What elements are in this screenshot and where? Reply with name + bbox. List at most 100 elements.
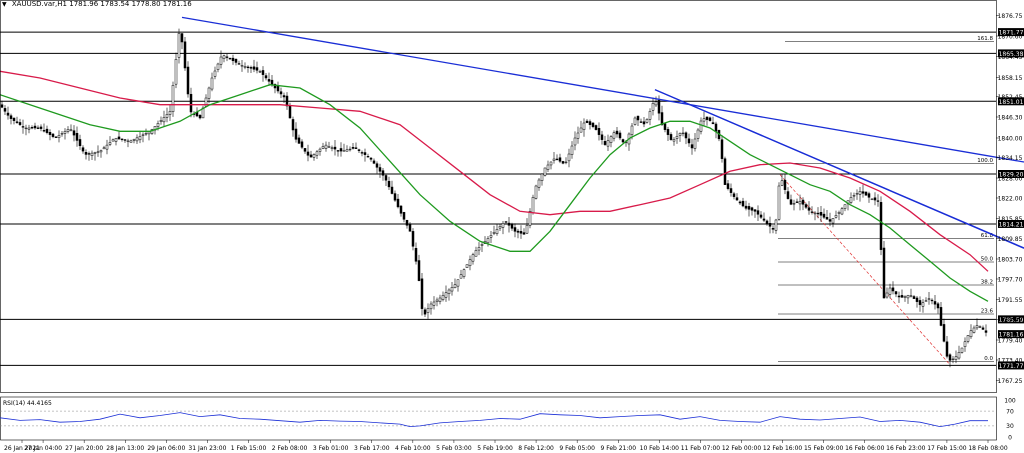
time-label: 16 Feb 23:00 xyxy=(886,445,926,452)
candle-bull xyxy=(318,148,322,152)
candle-bull xyxy=(645,119,649,123)
candle-bear xyxy=(366,156,370,158)
candle-bear xyxy=(351,147,355,149)
candle-bear xyxy=(771,228,775,230)
candle-bear xyxy=(513,227,517,232)
candle-bull xyxy=(957,352,961,359)
candle-bull xyxy=(852,195,856,197)
candle-bull xyxy=(702,118,706,122)
candle-bear xyxy=(930,299,934,302)
candle-bull xyxy=(315,151,319,156)
level-label: 1851.01 xyxy=(999,99,1024,106)
candle-bull xyxy=(576,132,580,139)
candle-bull xyxy=(609,136,613,143)
candle-bull xyxy=(840,208,844,215)
candle-bull xyxy=(534,185,538,199)
candle-bear xyxy=(810,211,814,213)
candle-bear xyxy=(594,125,598,130)
candle-bull xyxy=(426,308,430,313)
candle-bear xyxy=(618,132,622,139)
candle-bear xyxy=(510,224,514,229)
candle-bull xyxy=(429,303,433,310)
candle-bear xyxy=(555,158,559,161)
candle-bear xyxy=(942,324,946,342)
candle-bull xyxy=(567,153,571,162)
candle-bull xyxy=(906,295,910,299)
candle-bear xyxy=(339,148,343,152)
candle-bear xyxy=(663,123,667,130)
time-label: 18 Feb 08:00 xyxy=(968,445,1008,452)
candle-bear xyxy=(33,125,37,129)
candle-bear xyxy=(621,139,625,143)
candle-bear xyxy=(381,170,385,176)
candle-bull xyxy=(474,250,478,257)
price-tick-label: 1840.00 xyxy=(998,135,1023,142)
candle-bull xyxy=(921,302,925,307)
level-label-box xyxy=(998,219,1024,228)
candle-bull xyxy=(453,284,457,288)
candle-bear xyxy=(786,191,790,199)
candle-bear xyxy=(504,221,508,223)
candle-bear xyxy=(945,341,949,357)
candle-bull xyxy=(141,134,145,136)
candle-bear xyxy=(72,130,76,136)
candle-bull xyxy=(114,137,118,142)
candle-bear xyxy=(384,175,388,181)
candle-bull xyxy=(975,325,979,329)
ma-green-line xyxy=(0,84,989,302)
candle-bear xyxy=(768,223,772,227)
price-tick-label: 1803.70 xyxy=(998,256,1023,263)
candle-bull xyxy=(858,191,862,195)
candle-bull xyxy=(774,219,778,231)
level-label: 1865.38 xyxy=(999,51,1024,58)
candle-bear xyxy=(372,160,376,164)
candle-bear xyxy=(816,212,820,215)
candle-bull xyxy=(450,287,454,292)
ohlc-values: 1781.96 1783.54 1778.80 1781.16 xyxy=(69,0,192,8)
candle-bear xyxy=(21,126,25,128)
fib-anchor-dashed-line xyxy=(779,174,951,365)
plot-frame xyxy=(0,0,997,393)
candle-bull xyxy=(96,151,100,153)
candle-bull xyxy=(870,198,874,200)
candle-bull xyxy=(579,127,583,133)
candle-bull xyxy=(210,77,214,90)
candle-bull xyxy=(471,254,475,262)
price-tick-label: 1791.55 xyxy=(998,297,1023,304)
candle-bear xyxy=(801,199,805,205)
candle-bear xyxy=(561,161,565,164)
candle-bear xyxy=(270,79,274,85)
candle-bear xyxy=(354,147,358,149)
candle-bear xyxy=(261,70,265,75)
collapse-triangle-icon[interactable]: ▼ xyxy=(2,1,7,8)
candle-bear xyxy=(819,212,823,216)
candle-bull xyxy=(672,139,676,142)
candle-bear xyxy=(408,224,412,232)
candle-bear xyxy=(51,133,55,137)
candle-bear xyxy=(420,278,424,309)
candle-bear xyxy=(660,112,664,125)
level-label: 1871.77 xyxy=(999,30,1024,37)
candle-bull xyxy=(456,279,460,287)
rsi-line xyxy=(0,412,988,428)
candle-bear xyxy=(867,193,871,198)
candle-bear xyxy=(711,122,715,125)
candle-bull xyxy=(108,142,112,145)
candle-bear xyxy=(894,291,898,295)
candle-bear xyxy=(387,180,391,188)
candle-bear xyxy=(708,117,712,121)
candle-bear xyxy=(336,150,340,152)
candle-bear xyxy=(666,129,670,135)
candle-bull xyxy=(495,229,499,234)
rsi-label: RSI(14) 44.4165 xyxy=(3,400,52,407)
candle-bear xyxy=(303,148,307,152)
candle-bull xyxy=(651,103,655,111)
fib-label: 50.0 xyxy=(981,257,994,263)
candle-bear xyxy=(405,219,409,226)
candle-bear xyxy=(519,231,523,234)
candle-bull xyxy=(168,111,172,115)
candle-bull xyxy=(654,101,658,106)
candle-bull xyxy=(546,164,550,170)
time-label: 3 Feb 17:00 xyxy=(354,445,390,452)
candle-bear xyxy=(231,57,235,62)
